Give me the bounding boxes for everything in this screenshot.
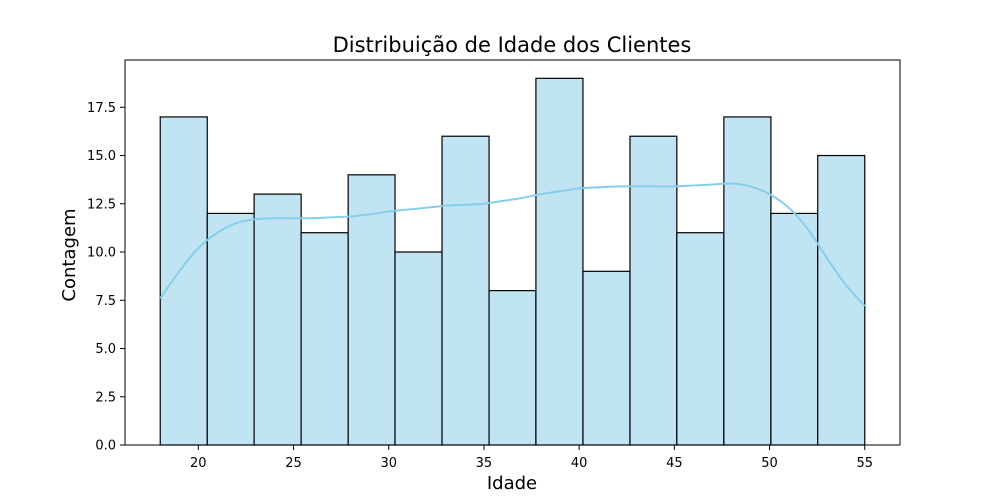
x-tick-label: 50 bbox=[761, 456, 778, 471]
x-tick-label: 35 bbox=[476, 456, 493, 471]
x-tick-label: 55 bbox=[856, 456, 873, 471]
histogram-bar-11 bbox=[629, 135, 678, 446]
histogram-bar-14 bbox=[770, 212, 819, 446]
y-tick-label: 7.5 bbox=[95, 294, 116, 309]
histogram-bar-8 bbox=[488, 290, 537, 446]
y-tick-label: 15.0 bbox=[87, 149, 116, 164]
y-tick-label: 12.5 bbox=[87, 197, 116, 212]
x-axis-ticks: 20 25 30 35 40 45 50 55 bbox=[190, 445, 873, 471]
kde-layer bbox=[159, 182, 866, 307]
histogram-bar-6 bbox=[394, 251, 443, 446]
kde-line bbox=[159, 182, 866, 307]
x-axis-title: Idade bbox=[487, 473, 537, 494]
x-tick-label: 30 bbox=[380, 456, 397, 471]
y-tick-label: 0.0 bbox=[95, 439, 116, 454]
histogram-bar-10 bbox=[582, 270, 631, 446]
histogram-bar-15 bbox=[817, 154, 866, 446]
y-tick-label: 5.0 bbox=[95, 342, 116, 357]
histogram-bar-9 bbox=[535, 77, 584, 446]
x-tick-label: 45 bbox=[666, 456, 683, 471]
y-axis-ticks: 0.0 2.5 5.0 7.5 10.0 12.5 15.0 17.5 bbox=[87, 101, 125, 454]
y-tick-label: 10.0 bbox=[87, 246, 116, 261]
histogram-bar-7 bbox=[441, 135, 490, 446]
histogram-bar-5 bbox=[347, 174, 396, 446]
y-tick-label: 2.5 bbox=[95, 390, 116, 405]
x-tick-label: 25 bbox=[285, 456, 302, 471]
x-tick-label: 20 bbox=[190, 456, 207, 471]
histogram-bar-12 bbox=[676, 232, 725, 446]
chart-title: Distribuição de Idade dos Clientes bbox=[333, 33, 692, 57]
histogram-bar-3 bbox=[253, 193, 302, 446]
y-axis-title: Contagem bbox=[59, 208, 80, 301]
histogram-bar-1 bbox=[159, 116, 208, 446]
y-tick-label: 17.5 bbox=[87, 101, 116, 116]
histogram-bar-13 bbox=[723, 116, 772, 446]
x-tick-label: 40 bbox=[571, 456, 588, 471]
bars-layer bbox=[159, 77, 866, 446]
histogram-bar-4 bbox=[300, 232, 349, 446]
histogram-bar-2 bbox=[206, 212, 255, 446]
